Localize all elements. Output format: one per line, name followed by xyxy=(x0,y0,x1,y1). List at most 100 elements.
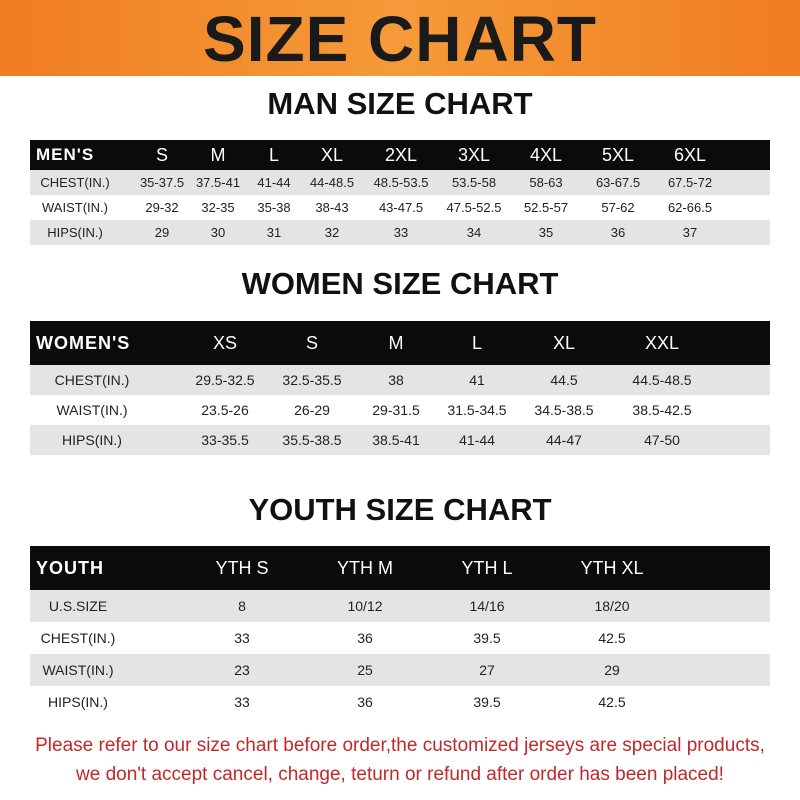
size-header-cell: YTH L xyxy=(461,557,513,578)
table-cell: 30 xyxy=(210,225,226,240)
table-cell: 33 xyxy=(234,630,250,646)
table-cell: 43-47.5 xyxy=(378,200,424,215)
size-header-cell: 3XL xyxy=(457,144,491,165)
banner-title: SIZE CHART xyxy=(203,3,597,75)
table-cell: 29 xyxy=(154,225,170,240)
table-cell: 39.5 xyxy=(473,694,501,710)
size-header-cell: XL xyxy=(320,144,344,165)
table-cell: 25 xyxy=(357,662,373,678)
table-cell: 10/12 xyxy=(347,598,383,614)
table-cell: 62-66.5 xyxy=(667,200,713,215)
women-header-row: WOMEN'S XS S M L XL XXL xyxy=(30,321,770,365)
men-size-table: MEN'S S M L XL 2XL 3XL 4XL 5XL 6XL CHEST(IN.) 35-37… xyxy=(30,140,770,245)
youth-size-table: YOUTH YTH S YTH M YTH L YTH XL U.S.SIZE 8 10/12… xyxy=(30,546,770,718)
table-cell: 34.5-38.5 xyxy=(534,402,594,418)
table-cell: 38.5-41 xyxy=(372,432,420,448)
row-label-cell: WAIST(IN.) xyxy=(56,402,128,418)
table-cell: 35.5-38.5 xyxy=(282,432,342,448)
table-cell: 33-35.5 xyxy=(201,432,249,448)
row-label-cell: CHEST(IN.) xyxy=(40,175,110,190)
women-size-table: WOMEN'S XS S M L XL XXL CHEST(IN.) 29.5-32.5 32.5… xyxy=(30,321,770,455)
table-cell: 8 xyxy=(238,598,246,614)
row-label-cell: CHEST(IN.) xyxy=(54,372,130,388)
row-label-cell: CHEST(IN.) xyxy=(40,630,116,646)
table-cell: 41-44 xyxy=(459,432,495,448)
table-cell: 23.5-26 xyxy=(201,402,249,418)
size-header-cell: S xyxy=(305,332,319,353)
size-header-cell: 5XL xyxy=(601,144,635,165)
table-cell: 29.5-32.5 xyxy=(195,372,255,388)
youth-section-title: YOUTH SIZE CHART xyxy=(248,492,552,527)
table-cell: 35-38 xyxy=(257,200,291,215)
table-cell: 37.5-41 xyxy=(195,175,241,190)
table-cell: 58-63 xyxy=(529,175,563,190)
size-header-cell: 4XL xyxy=(529,144,563,165)
table-cell: 44-48.5 xyxy=(309,175,355,190)
table-row: WAIST(IN.) 23 25 27 29 xyxy=(30,654,770,686)
row-label-cell: HIPS(IN.) xyxy=(62,432,122,448)
size-header-cell: M xyxy=(388,332,404,353)
youth-header-row: YOUTH YTH S YTH M YTH L YTH XL xyxy=(30,546,770,590)
table-cell: 31.5-34.5 xyxy=(447,402,507,418)
table-title-cell: YOUTH xyxy=(36,557,104,578)
table-row: WAIST(IN.) 23.5-26 26-29 29-31.5 31.5-34.5 34… xyxy=(30,395,770,425)
table-cell: 38-43 xyxy=(315,200,349,215)
table-cell: 35 xyxy=(538,225,554,240)
men-header-row: MEN'S S M L XL 2XL 3XL 4XL 5XL 6XL xyxy=(30,140,770,170)
table-cell: 48.5-53.5 xyxy=(373,175,429,190)
table-cell: 26-29 xyxy=(294,402,330,418)
table-cell: 32.5-35.5 xyxy=(282,372,342,388)
size-header-cell: L xyxy=(268,144,280,165)
table-row: CHEST(IN.) 35-37.5 37.5-41 41-44 44-48.5 48.5… xyxy=(30,170,770,195)
table-cell: 41 xyxy=(469,372,485,388)
footer-notice-line-1: Please refer to our size chart before or… xyxy=(35,735,765,756)
table-cell: 47-50 xyxy=(644,432,680,448)
table-cell: 36 xyxy=(357,630,373,646)
table-cell: 39.5 xyxy=(473,630,501,646)
table-cell: 27 xyxy=(479,662,495,678)
table-cell: 32 xyxy=(324,225,340,240)
table-cell: 35-37.5 xyxy=(139,175,185,190)
row-label-cell: HIPS(IN.) xyxy=(48,694,108,710)
table-cell: 38.5-42.5 xyxy=(632,402,692,418)
row-label-cell: U.S.SIZE xyxy=(48,598,108,614)
banner: SIZE CHART xyxy=(0,0,800,76)
table-cell: 34 xyxy=(466,225,482,240)
footer-notice-line-2: we don't accept cancel, change, teturn o… xyxy=(76,764,724,785)
row-label-cell: HIPS(IN.) xyxy=(47,225,103,240)
size-header-cell: XS xyxy=(212,332,238,353)
table-cell: 38 xyxy=(388,372,404,388)
table-row: HIPS(IN.) 29 30 31 32 33 34 35 36 37 xyxy=(30,220,770,245)
table-cell: 33 xyxy=(393,225,409,240)
table-cell: 37 xyxy=(682,225,698,240)
row-label-cell: WAIST(IN.) xyxy=(42,200,108,215)
table-cell: 36 xyxy=(610,225,626,240)
table-cell: 44.5-48.5 xyxy=(632,372,692,388)
table-cell: 47.5-52.5 xyxy=(446,200,502,215)
table-row: CHEST(IN.) 33 36 39.5 42.5 xyxy=(30,622,770,654)
size-header-cell: YTH XL xyxy=(580,557,644,578)
table-cell: 44-47 xyxy=(546,432,582,448)
size-header-cell: M xyxy=(210,144,226,165)
table-cell: 42.5 xyxy=(598,694,626,710)
table-cell: 18/20 xyxy=(594,598,630,614)
table-cell: 29-32 xyxy=(145,200,179,215)
table-cell: 29 xyxy=(604,662,620,678)
table-cell: 23 xyxy=(234,662,250,678)
table-title-cell: MEN'S xyxy=(36,145,95,164)
table-cell: 52.5-57 xyxy=(523,200,569,215)
table-cell: 67.5-72 xyxy=(667,175,713,190)
table-cell: 57-62 xyxy=(601,200,635,215)
table-cell: 29-31.5 xyxy=(372,402,420,418)
table-cell: 44.5 xyxy=(550,372,578,388)
size-header-cell: YTH M xyxy=(337,557,393,578)
table-cell: 42.5 xyxy=(598,630,626,646)
table-cell: 53.5-58 xyxy=(451,175,497,190)
size-header-cell: YTH S xyxy=(215,557,269,578)
table-row: U.S.SIZE 8 10/12 14/16 18/20 xyxy=(30,590,770,622)
table-cell: 32-35 xyxy=(201,200,235,215)
size-header-cell: 6XL xyxy=(673,144,707,165)
table-cell: 14/16 xyxy=(469,598,505,614)
size-header-cell: S xyxy=(155,144,169,165)
table-cell: 41-44 xyxy=(257,175,291,190)
